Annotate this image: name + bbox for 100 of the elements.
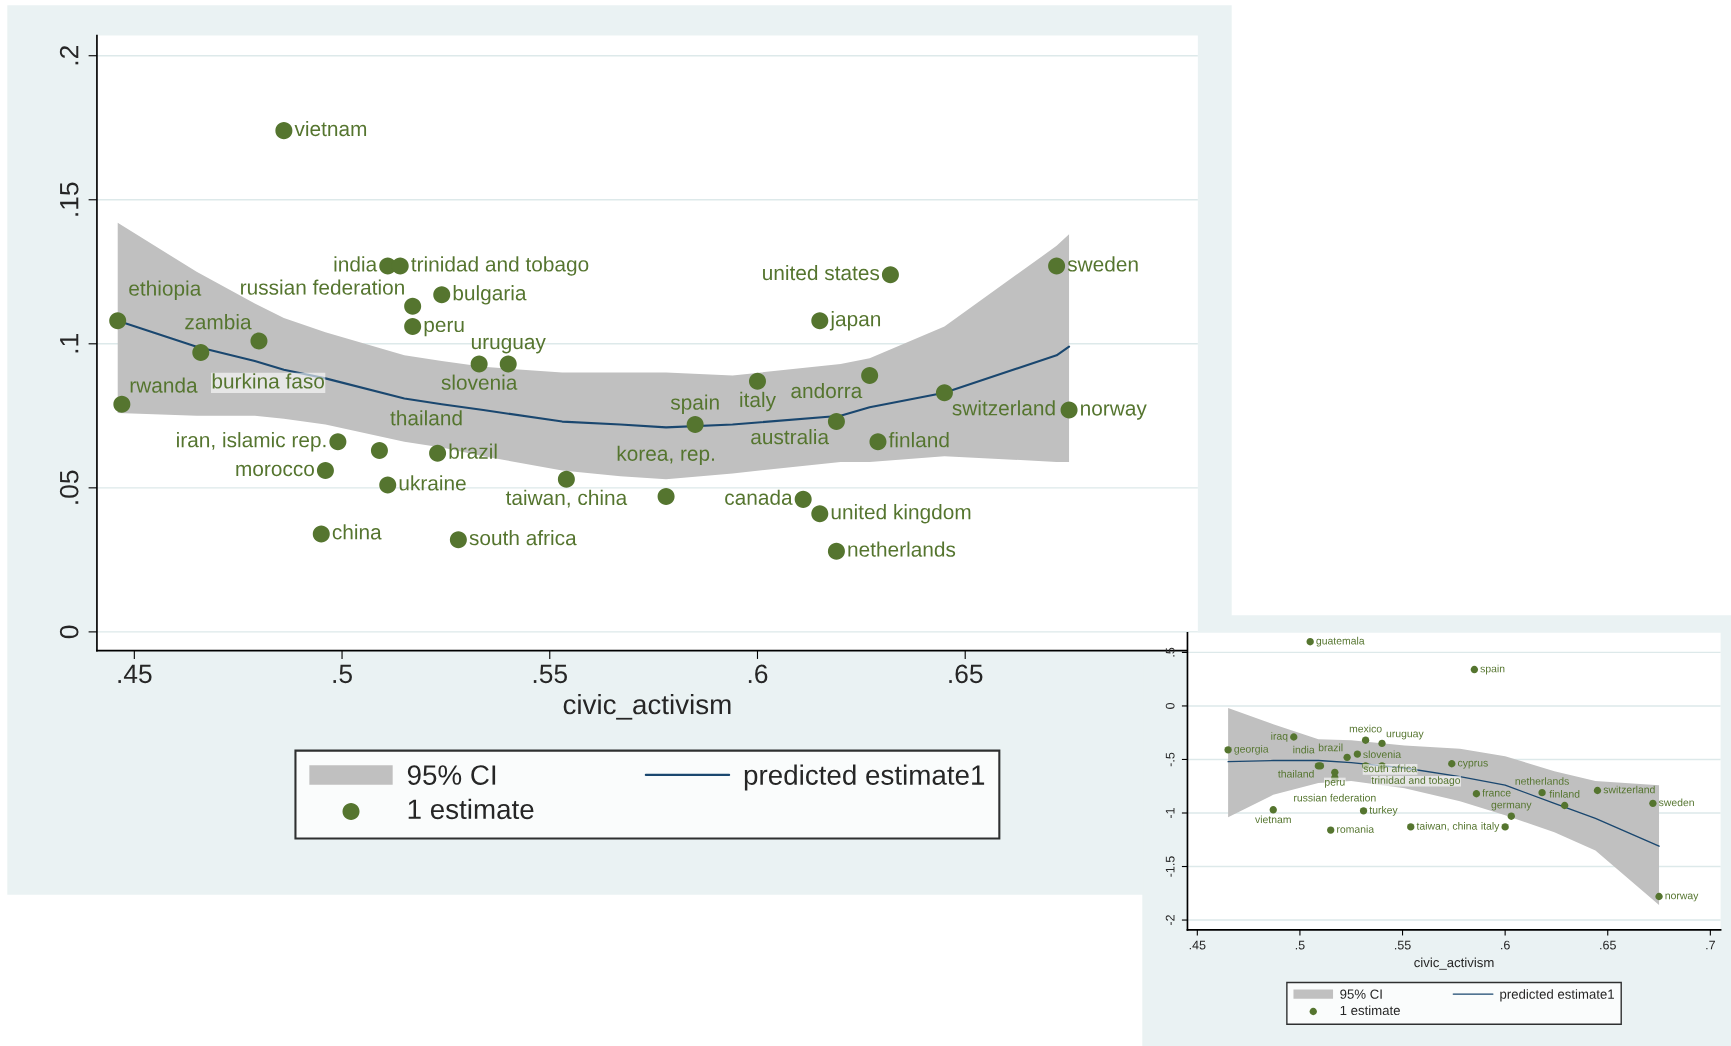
point [192, 343, 210, 361]
point [1306, 638, 1314, 646]
x-tick-label: .5 [333, 664, 352, 684]
point [250, 332, 268, 350]
data-label: france [1482, 788, 1511, 797]
point [1448, 760, 1456, 768]
data-label: ukraine [399, 475, 466, 491]
point [1560, 801, 1569, 810]
x-tick-label: .5 [1295, 940, 1305, 950]
data-label: canada [725, 489, 793, 505]
data-label: south africa [1363, 764, 1417, 773]
point [275, 122, 293, 140]
legend-label: 1 estimate [1340, 1005, 1400, 1016]
data-label: cyprus [1457, 760, 1488, 769]
y-tick-label: .15 [60, 182, 79, 216]
data-label: bulgaria [453, 285, 527, 305]
data-label: ethiopia [129, 280, 202, 300]
point [794, 490, 812, 508]
y-tick-label: -1 [1165, 808, 1175, 818]
data-label: mexico [1349, 724, 1382, 733]
point [404, 297, 422, 315]
data-label: turkey [1369, 806, 1398, 816]
y-tick-label: -1.5 [1165, 856, 1175, 877]
y-tick-label: 0 [1165, 702, 1175, 709]
point [429, 444, 447, 462]
point [1361, 736, 1370, 744]
data-label: norway [1665, 893, 1699, 902]
text: 95% CI [407, 765, 496, 785]
legend-label: 1 estimate [408, 798, 534, 820]
point [1327, 826, 1335, 834]
point [316, 462, 334, 480]
data-label: india [1293, 745, 1315, 754]
point [1593, 786, 1602, 795]
data-label: romania [1337, 825, 1375, 833]
data-label: taiwan, china [505, 489, 628, 508]
data-label: spain [670, 394, 719, 414]
x-tick-label: .6 [1501, 940, 1510, 950]
data-label: china [332, 524, 382, 540]
point [881, 266, 899, 284]
data-label: finland [888, 432, 949, 448]
x-axis-title: civic_activism [1414, 957, 1494, 970]
point [1343, 753, 1351, 761]
point [1655, 892, 1663, 901]
point [935, 384, 953, 402]
y-tick-label: -2 [1165, 915, 1175, 926]
point [811, 312, 829, 330]
data-label: sweden [1658, 798, 1694, 807]
data-label: uruguay [1386, 731, 1424, 740]
data-label: peru [424, 320, 464, 337]
data-label: korea, rep. [617, 445, 714, 466]
x-tick-label: .55 [533, 664, 567, 684]
data-label: norway [1081, 404, 1147, 420]
data-label: iraq [1271, 732, 1288, 742]
x-axis-title: civic_activism [563, 693, 731, 720]
data-label: germany [1491, 802, 1532, 811]
point [1359, 807, 1368, 815]
x-tick-label: .45 [1189, 940, 1206, 950]
data-label: trinidad and tobago [411, 256, 589, 276]
x-tick-label: .55 [1394, 940, 1411, 950]
x-tick-label: .65 [1600, 940, 1616, 950]
data-label: thailand [390, 410, 462, 426]
data-label: russian federation [1294, 793, 1376, 802]
data-label: netherlands [1515, 777, 1569, 785]
data-label: iran, islamic rep. [177, 432, 326, 452]
point [329, 433, 347, 451]
data-label: uruguay [471, 337, 546, 354]
data-label: slovenia [1363, 750, 1402, 759]
data-label: finland [1549, 790, 1580, 798]
data-label: andorra [791, 382, 863, 399]
x-tick-label: .7 [1706, 940, 1715, 950]
data-label: switzerland [1603, 785, 1655, 794]
point [1470, 665, 1479, 674]
data-label: rwanda [130, 377, 198, 393]
data-label: guatemala [1316, 636, 1365, 647]
data-label: trinidad and tobago [1371, 776, 1461, 787]
y-tick-label: .2 [59, 46, 79, 65]
point [869, 433, 887, 451]
legend-label: predicted estimate1 [1500, 989, 1614, 1002]
data-label: zambia [185, 314, 252, 330]
point [1060, 401, 1078, 419]
data-label: italy [740, 391, 776, 412]
data-label: italy [1481, 822, 1500, 832]
point [1378, 739, 1386, 748]
point [1269, 806, 1277, 814]
data-label: united kingdom [831, 504, 971, 524]
data-label: brazil [449, 443, 497, 459]
data-label: peru [1325, 780, 1345, 788]
point [1290, 733, 1298, 741]
data-label: spain [1480, 664, 1505, 675]
data-label: netherlands [848, 541, 956, 557]
point [811, 505, 829, 523]
data-label: brazil [1318, 743, 1343, 752]
point [557, 470, 575, 488]
point [1501, 823, 1509, 831]
data-label: morocco [236, 464, 314, 477]
point [861, 366, 879, 384]
data-label: taiwan, china [1416, 822, 1478, 831]
point [1649, 799, 1657, 808]
point [379, 476, 397, 494]
y-tick-label: .1 [60, 334, 79, 353]
